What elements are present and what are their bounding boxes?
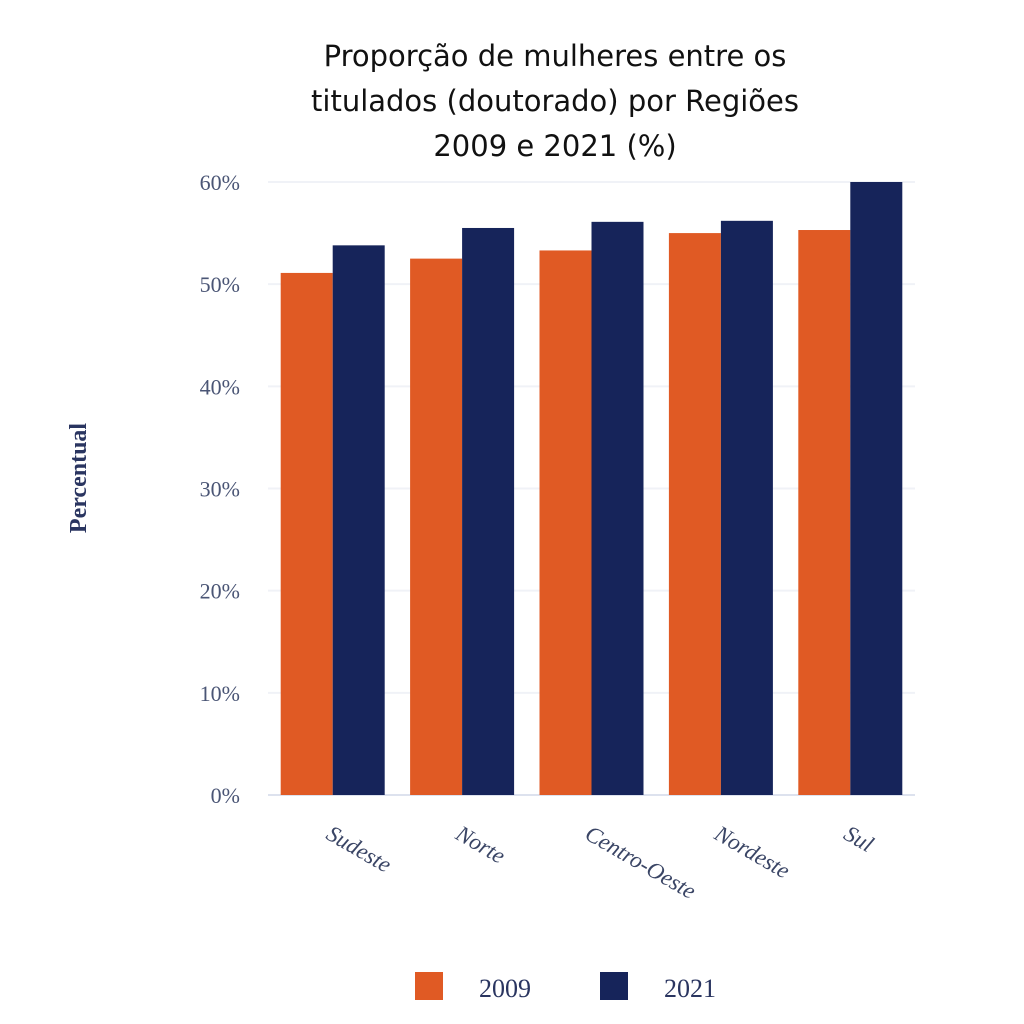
bar xyxy=(798,230,851,796)
legend-swatch xyxy=(600,972,628,1000)
bar xyxy=(668,233,721,796)
chart-title: Proporção de mulheres entre os xyxy=(324,39,787,73)
legend-label: 2009 xyxy=(479,974,531,1003)
y-tick-label: 30% xyxy=(200,477,240,502)
bar xyxy=(410,258,463,795)
chart-title: 2009 e 2021 (%) xyxy=(433,129,676,163)
x-tick-label: Sudeste xyxy=(322,821,395,878)
chart-title: titulados (doutorado) por Regiões xyxy=(311,84,799,118)
y-tick-label: 60% xyxy=(200,170,240,195)
x-tick-label: Nordeste xyxy=(710,820,795,883)
x-tick-label: Sul xyxy=(840,821,878,857)
bar xyxy=(332,245,385,796)
bar xyxy=(462,227,515,796)
x-tick-label: Centro-Oeste xyxy=(581,821,700,904)
bar xyxy=(539,250,592,795)
legend-label: 2021 xyxy=(664,974,716,1003)
y-tick-label: 50% xyxy=(200,272,240,297)
bar xyxy=(720,220,773,795)
bar xyxy=(280,272,333,795)
bar xyxy=(591,221,644,796)
y-tick-label: 20% xyxy=(200,579,240,604)
x-tick-label: Norte xyxy=(451,820,510,868)
bar xyxy=(850,182,903,795)
y-tick-label: 40% xyxy=(200,374,240,399)
y-tick-label: 0% xyxy=(211,783,240,808)
y-axis-label: Percentual xyxy=(66,423,92,534)
legend-swatch xyxy=(415,972,443,1000)
y-tick-label: 10% xyxy=(200,681,240,706)
